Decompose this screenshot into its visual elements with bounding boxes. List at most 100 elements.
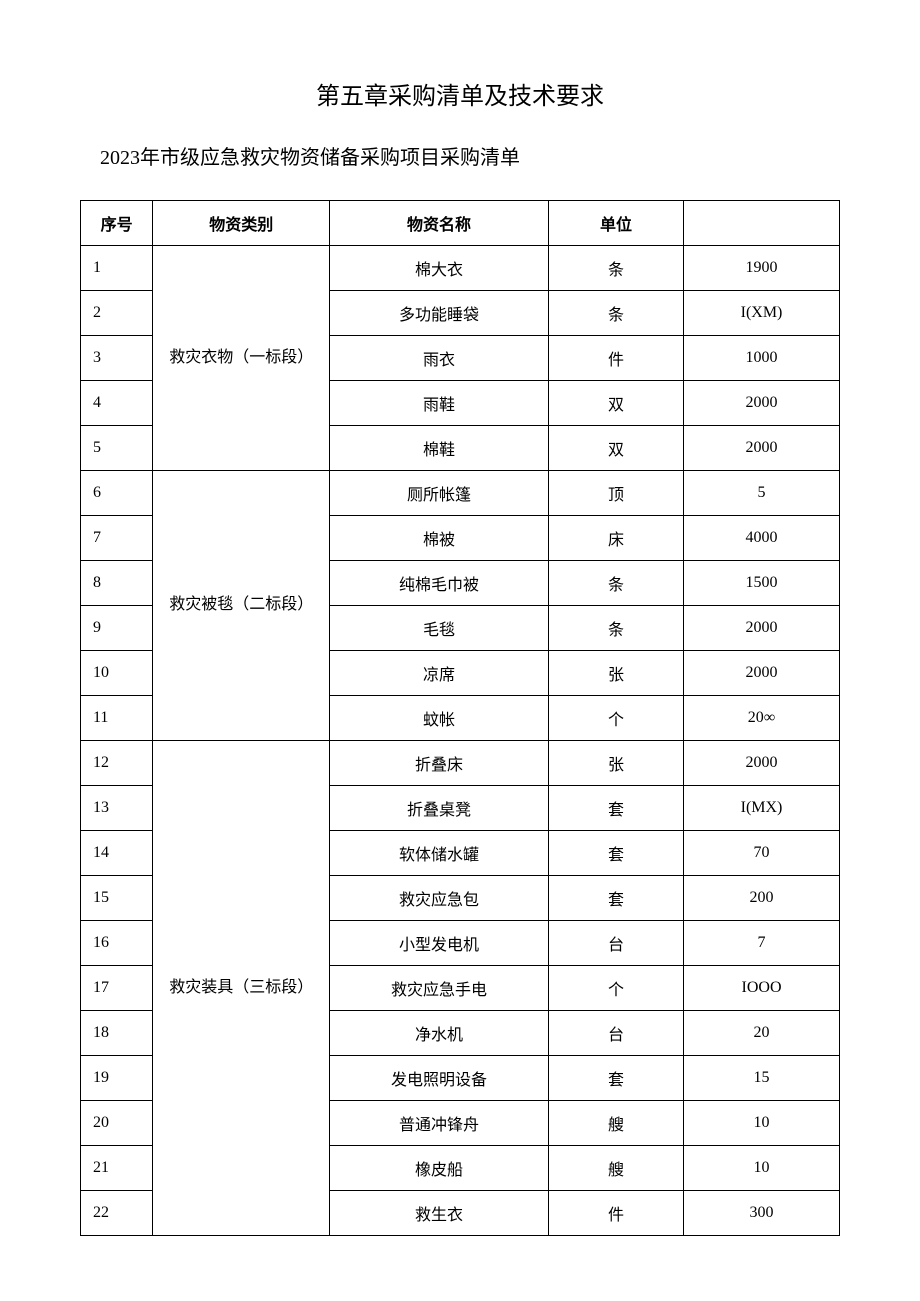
cell-seq: 3 <box>81 336 153 381</box>
cell-seq: 9 <box>81 606 153 651</box>
cell-item: 普通冲锋舟 <box>330 1101 549 1146</box>
cell-item: 救灾应急手电 <box>330 966 549 1011</box>
cell-unit: 张 <box>548 651 683 696</box>
cell-seq: 19 <box>81 1056 153 1101</box>
cell-seq: 21 <box>81 1146 153 1191</box>
cell-item: 净水机 <box>330 1011 549 1056</box>
cell-unit: 艘 <box>548 1101 683 1146</box>
cell-item: 棉被 <box>330 516 549 561</box>
cell-item: 折叠床 <box>330 741 549 786</box>
table-header-row: 序号 物资类别 物资名称 单位 <box>81 201 840 246</box>
cell-seq: 16 <box>81 921 153 966</box>
cell-unit: 床 <box>548 516 683 561</box>
procurement-table: 序号 物资类别 物资名称 单位 1救灾衣物（一标段）棉大衣条19002多功能睡袋… <box>80 200 840 1236</box>
cell-category: 救灾被毯（二标段） <box>153 471 330 741</box>
cell-unit: 条 <box>548 246 683 291</box>
cell-item: 小型发电机 <box>330 921 549 966</box>
cell-item: 橡皮船 <box>330 1146 549 1191</box>
cell-item: 折叠桌凳 <box>330 786 549 831</box>
cell-unit: 张 <box>548 741 683 786</box>
col-header-seq: 序号 <box>81 201 153 246</box>
cell-seq: 14 <box>81 831 153 876</box>
cell-seq: 4 <box>81 381 153 426</box>
table-row: 6救灾被毯（二标段）厕所帐篷顶5 <box>81 471 840 516</box>
cell-qty: 4000 <box>684 516 840 561</box>
cell-seq: 18 <box>81 1011 153 1056</box>
cell-qty: 10 <box>684 1146 840 1191</box>
cell-unit: 套 <box>548 876 683 921</box>
cell-seq: 11 <box>81 696 153 741</box>
subtitle: 2023年市级应急救灾物资储备采购项目采购清单 <box>100 141 840 170</box>
cell-qty: 70 <box>684 831 840 876</box>
cell-qty: 2000 <box>684 426 840 471</box>
table-row: 1救灾衣物（一标段）棉大衣条1900 <box>81 246 840 291</box>
cell-item: 凉席 <box>330 651 549 696</box>
cell-qty: 2000 <box>684 606 840 651</box>
cell-category: 救灾衣物（一标段） <box>153 246 330 471</box>
cell-unit: 件 <box>548 336 683 381</box>
cell-qty: 2000 <box>684 381 840 426</box>
cell-seq: 15 <box>81 876 153 921</box>
table-body: 1救灾衣物（一标段）棉大衣条19002多功能睡袋条I(XM)3雨衣件10004雨… <box>81 246 840 1236</box>
cell-unit: 套 <box>548 1056 683 1101</box>
cell-item: 发电照明设备 <box>330 1056 549 1101</box>
cell-item: 救灾应急包 <box>330 876 549 921</box>
cell-qty: I(XM) <box>684 291 840 336</box>
cell-unit: 双 <box>548 426 683 471</box>
cell-qty: 15 <box>684 1056 840 1101</box>
cell-qty: 2000 <box>684 651 840 696</box>
cell-item: 雨衣 <box>330 336 549 381</box>
cell-unit: 顶 <box>548 471 683 516</box>
cell-unit: 件 <box>548 1191 683 1236</box>
cell-qty: 10 <box>684 1101 840 1146</box>
cell-item: 棉鞋 <box>330 426 549 471</box>
cell-item: 软体储水罐 <box>330 831 549 876</box>
cell-unit: 条 <box>548 561 683 606</box>
cell-item: 蚊帐 <box>330 696 549 741</box>
cell-qty: 7 <box>684 921 840 966</box>
cell-qty: 1500 <box>684 561 840 606</box>
cell-seq: 10 <box>81 651 153 696</box>
cell-unit: 艘 <box>548 1146 683 1191</box>
cell-item: 棉大衣 <box>330 246 549 291</box>
cell-qty: 300 <box>684 1191 840 1236</box>
cell-unit: 套 <box>548 831 683 876</box>
cell-qty: 2000 <box>684 741 840 786</box>
cell-seq: 5 <box>81 426 153 471</box>
cell-qty: 20 <box>684 1011 840 1056</box>
cell-seq: 12 <box>81 741 153 786</box>
cell-seq: 17 <box>81 966 153 1011</box>
cell-qty: IOOO <box>684 966 840 1011</box>
cell-seq: 6 <box>81 471 153 516</box>
cell-unit: 台 <box>548 1011 683 1056</box>
cell-seq: 22 <box>81 1191 153 1236</box>
cell-qty: 20∞ <box>684 696 840 741</box>
cell-item: 雨鞋 <box>330 381 549 426</box>
cell-seq: 1 <box>81 246 153 291</box>
cell-unit: 台 <box>548 921 683 966</box>
cell-qty: 200 <box>684 876 840 921</box>
cell-item: 厕所帐篷 <box>330 471 549 516</box>
col-header-category: 物资类别 <box>153 201 330 246</box>
col-header-qty <box>684 201 840 246</box>
chapter-title: 第五章采购清单及技术要求 <box>80 76 840 111</box>
col-header-unit: 单位 <box>548 201 683 246</box>
cell-unit: 个 <box>548 966 683 1011</box>
cell-qty: I(MX) <box>684 786 840 831</box>
col-header-name: 物资名称 <box>330 201 549 246</box>
cell-item: 纯棉毛巾被 <box>330 561 549 606</box>
cell-category: 救灾装具（三标段） <box>153 741 330 1236</box>
cell-unit: 条 <box>548 291 683 336</box>
table-row: 12救灾装具（三标段）折叠床张2000 <box>81 741 840 786</box>
cell-seq: 2 <box>81 291 153 336</box>
cell-seq: 7 <box>81 516 153 561</box>
cell-item: 毛毯 <box>330 606 549 651</box>
cell-unit: 双 <box>548 381 683 426</box>
cell-qty: 5 <box>684 471 840 516</box>
cell-qty: 1000 <box>684 336 840 381</box>
cell-item: 救生衣 <box>330 1191 549 1236</box>
cell-seq: 13 <box>81 786 153 831</box>
cell-unit: 个 <box>548 696 683 741</box>
cell-seq: 20 <box>81 1101 153 1146</box>
cell-unit: 条 <box>548 606 683 651</box>
